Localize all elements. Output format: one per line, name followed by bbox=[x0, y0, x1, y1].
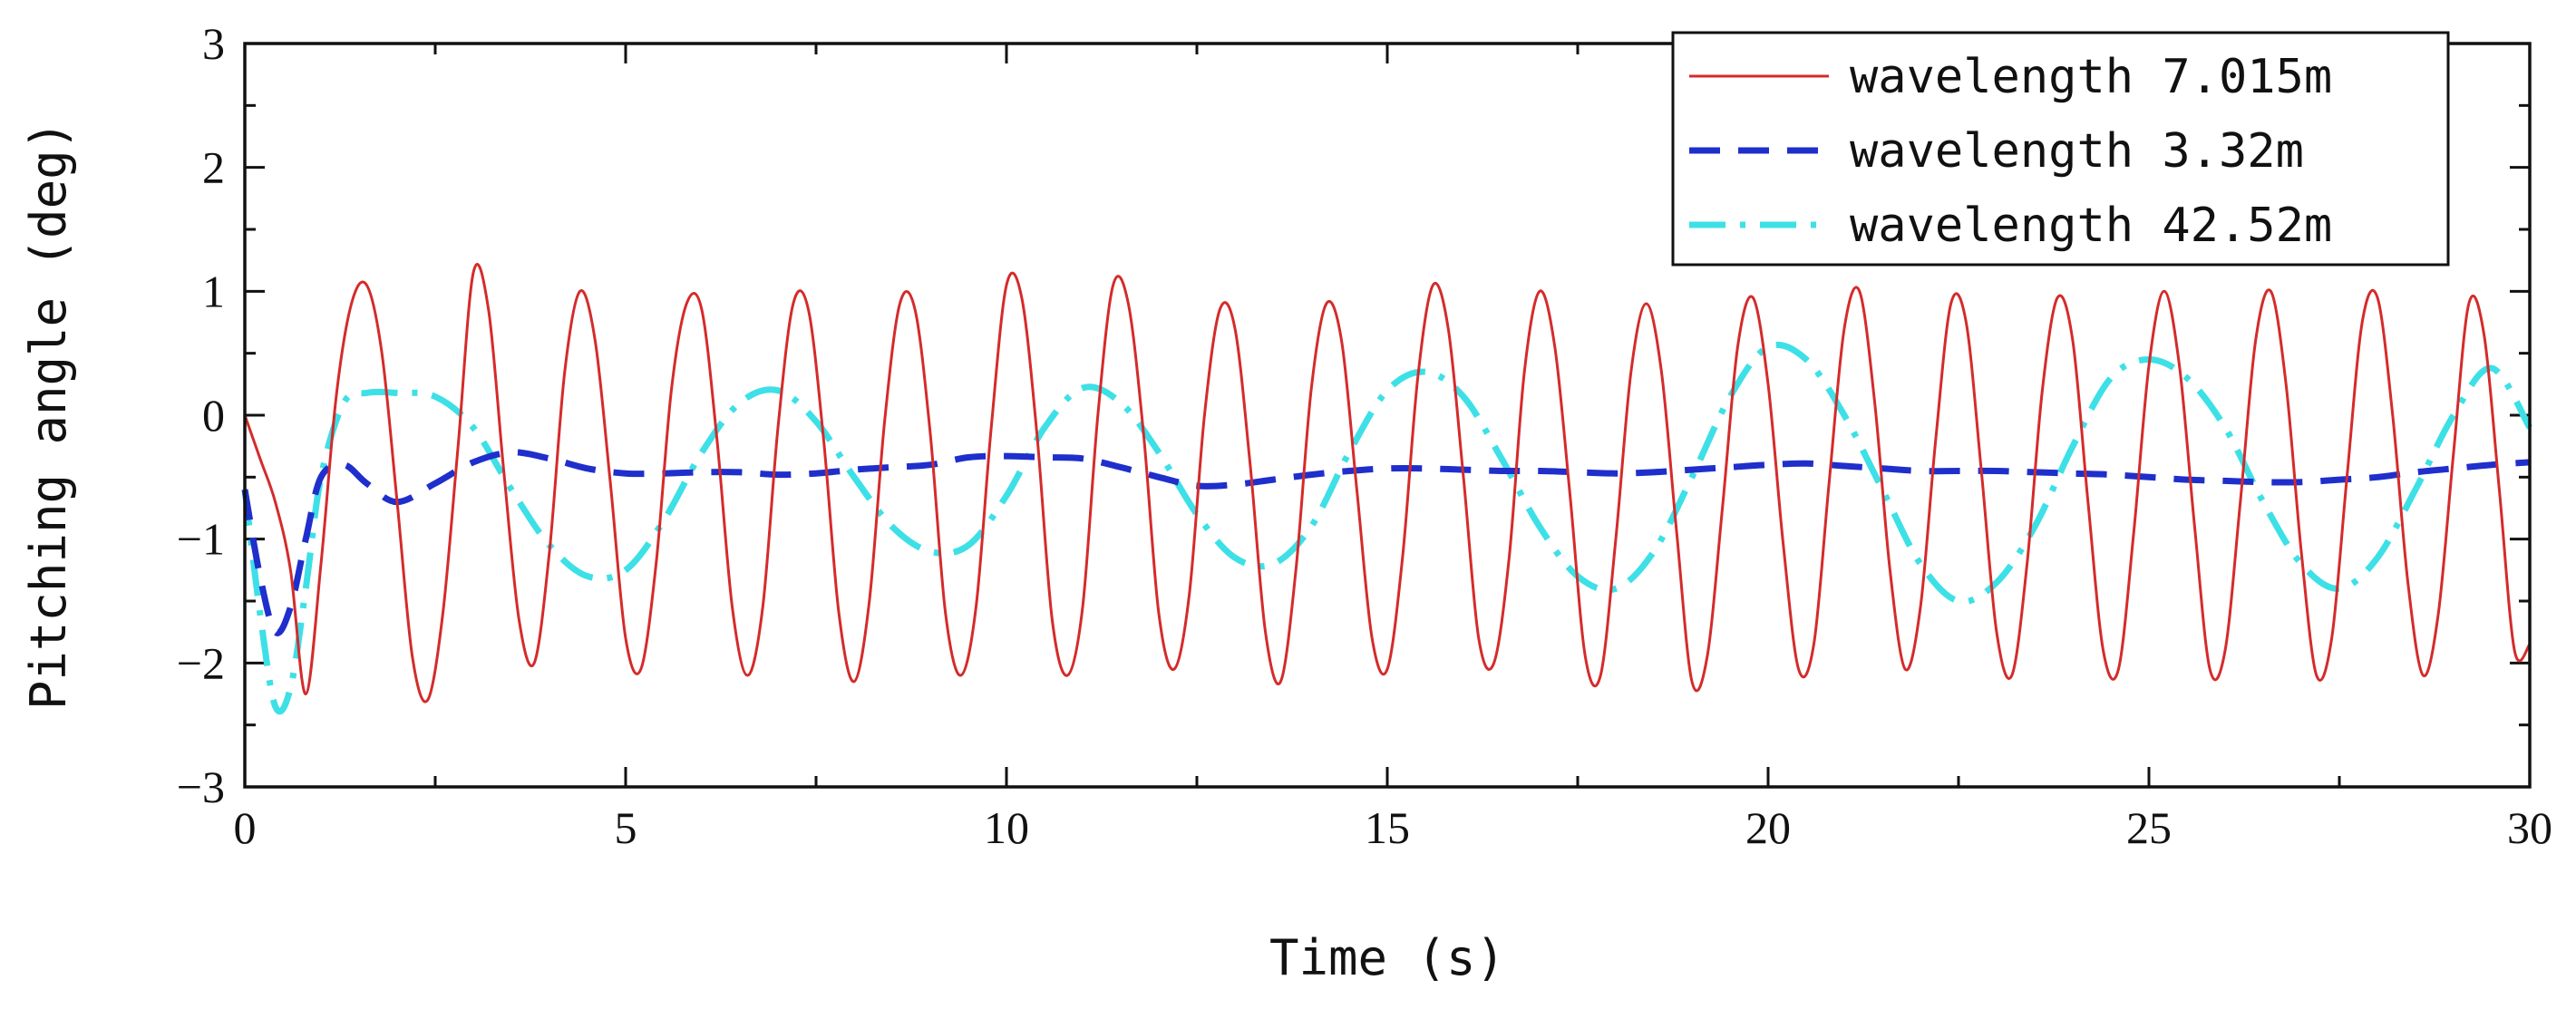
x-tick-label: 20 bbox=[1745, 802, 1791, 853]
y-tick-label: 1 bbox=[202, 266, 225, 316]
x-tick-label: 25 bbox=[2126, 802, 2172, 853]
series-layer bbox=[241, 263, 2533, 715]
series-line-3 bbox=[241, 341, 2533, 715]
legend-label-3: wavelength 42.52m bbox=[1850, 199, 2332, 253]
y-axis-title: Pitching angle (deg) bbox=[20, 121, 77, 710]
tick-labels-layer: 0 5 10 15 20 25 30 −3 −2 −1 0 1 2 3 bbox=[177, 18, 2552, 853]
y-tick-label: −3 bbox=[177, 762, 225, 812]
y-tick-label: −2 bbox=[177, 637, 225, 688]
x-tick-label: 15 bbox=[1365, 802, 1410, 853]
y-tick-label: 2 bbox=[202, 142, 225, 193]
y-tick-label: 3 bbox=[202, 18, 225, 69]
y-tick-label: 0 bbox=[202, 390, 225, 441]
x-tick-label: 30 bbox=[2507, 802, 2552, 853]
legend-label-2: wavelength 3.32m bbox=[1850, 124, 2304, 179]
y-tick-label: −1 bbox=[177, 514, 225, 565]
x-tick-label: 0 bbox=[234, 802, 257, 853]
plot-frame bbox=[243, 42, 2532, 789]
x-tick-label: 10 bbox=[984, 802, 1029, 853]
legend-label-1: wavelength 7.015m bbox=[1850, 50, 2332, 104]
x-axis-title: Time (s) bbox=[1269, 929, 1505, 986]
legend: wavelength 7.015m wavelength 3.32m wavelen… bbox=[1671, 31, 2450, 267]
series-line-1 bbox=[243, 263, 2532, 703]
x-tick-label: 5 bbox=[615, 802, 637, 853]
